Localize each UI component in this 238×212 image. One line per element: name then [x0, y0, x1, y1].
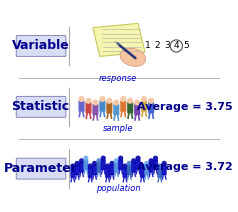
- Text: Average = 3.72: Average = 3.72: [137, 162, 233, 172]
- Circle shape: [131, 158, 136, 163]
- FancyBboxPatch shape: [88, 167, 93, 178]
- FancyBboxPatch shape: [114, 162, 119, 172]
- Text: 1: 1: [145, 42, 150, 50]
- FancyBboxPatch shape: [99, 100, 105, 112]
- Text: 4: 4: [174, 42, 179, 50]
- Text: Variable: Variable: [12, 39, 69, 53]
- Circle shape: [74, 161, 80, 166]
- FancyBboxPatch shape: [96, 162, 101, 172]
- Circle shape: [105, 163, 110, 169]
- FancyBboxPatch shape: [113, 104, 119, 115]
- Text: population: population: [96, 184, 140, 193]
- Circle shape: [88, 163, 93, 169]
- Circle shape: [109, 161, 114, 166]
- Circle shape: [149, 158, 154, 163]
- FancyBboxPatch shape: [148, 102, 154, 113]
- FancyBboxPatch shape: [149, 162, 154, 172]
- Circle shape: [79, 158, 84, 163]
- Circle shape: [70, 163, 75, 169]
- Text: 2: 2: [154, 42, 160, 50]
- Circle shape: [114, 158, 119, 163]
- Circle shape: [120, 96, 126, 102]
- FancyBboxPatch shape: [79, 162, 84, 172]
- FancyBboxPatch shape: [134, 104, 140, 115]
- FancyBboxPatch shape: [75, 165, 80, 175]
- FancyBboxPatch shape: [144, 165, 149, 175]
- Circle shape: [79, 96, 84, 102]
- Circle shape: [148, 98, 154, 104]
- FancyBboxPatch shape: [101, 160, 106, 170]
- Circle shape: [122, 163, 128, 169]
- FancyBboxPatch shape: [92, 165, 97, 175]
- Circle shape: [85, 98, 92, 104]
- Text: 3: 3: [164, 42, 170, 50]
- Circle shape: [140, 163, 145, 169]
- Text: sample: sample: [103, 124, 133, 133]
- FancyBboxPatch shape: [153, 160, 158, 170]
- Text: Parameter: Parameter: [4, 162, 78, 175]
- FancyBboxPatch shape: [16, 36, 66, 56]
- Circle shape: [170, 40, 182, 52]
- Circle shape: [92, 99, 99, 106]
- Text: Average = 3.75: Average = 3.75: [137, 102, 233, 112]
- Circle shape: [127, 98, 133, 104]
- Circle shape: [106, 98, 112, 104]
- Circle shape: [134, 99, 140, 106]
- FancyBboxPatch shape: [131, 162, 136, 172]
- Text: 5: 5: [183, 42, 189, 50]
- FancyBboxPatch shape: [123, 167, 128, 178]
- Circle shape: [83, 156, 89, 161]
- FancyBboxPatch shape: [141, 100, 147, 112]
- Circle shape: [135, 156, 141, 161]
- Circle shape: [101, 156, 106, 161]
- Circle shape: [99, 96, 105, 102]
- Circle shape: [141, 96, 147, 102]
- FancyBboxPatch shape: [70, 167, 75, 178]
- Text: response: response: [99, 74, 137, 83]
- Circle shape: [118, 156, 123, 161]
- FancyBboxPatch shape: [106, 102, 112, 113]
- FancyBboxPatch shape: [162, 165, 167, 175]
- FancyBboxPatch shape: [140, 167, 145, 178]
- Circle shape: [157, 163, 162, 169]
- Circle shape: [162, 161, 167, 166]
- FancyBboxPatch shape: [135, 160, 141, 170]
- Polygon shape: [93, 23, 145, 56]
- FancyBboxPatch shape: [85, 102, 92, 113]
- Circle shape: [144, 161, 149, 166]
- Circle shape: [127, 161, 132, 166]
- Circle shape: [96, 158, 102, 163]
- FancyBboxPatch shape: [127, 102, 133, 113]
- FancyBboxPatch shape: [16, 96, 66, 117]
- Circle shape: [153, 156, 158, 161]
- FancyBboxPatch shape: [16, 158, 66, 179]
- FancyBboxPatch shape: [92, 104, 99, 115]
- FancyBboxPatch shape: [79, 100, 84, 112]
- Text: Statistic: Statistic: [12, 100, 70, 113]
- Circle shape: [113, 99, 119, 106]
- FancyBboxPatch shape: [120, 100, 126, 112]
- FancyBboxPatch shape: [83, 160, 88, 170]
- Circle shape: [92, 161, 97, 166]
- FancyBboxPatch shape: [109, 165, 114, 175]
- FancyBboxPatch shape: [118, 160, 123, 170]
- Ellipse shape: [120, 48, 146, 66]
- FancyBboxPatch shape: [127, 165, 132, 175]
- FancyBboxPatch shape: [157, 167, 162, 178]
- FancyBboxPatch shape: [105, 167, 110, 178]
